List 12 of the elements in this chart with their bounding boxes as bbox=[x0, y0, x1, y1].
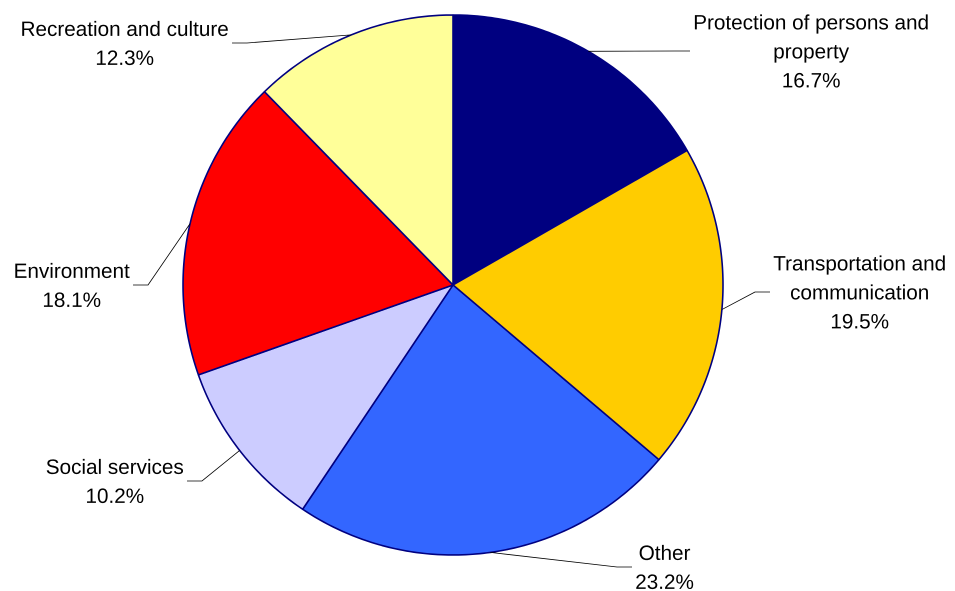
slice-label: Environment bbox=[15, 262, 130, 278]
slice-label: Protection of persons and property bbox=[694, 14, 928, 63]
slice-label: Social services bbox=[46, 458, 184, 474]
slice-label: Transportation and communication bbox=[774, 255, 945, 300]
data-label: 16.7% bbox=[783, 72, 840, 88]
data-label: 23.2% bbox=[636, 574, 694, 590]
data-label: 18.1% bbox=[44, 292, 100, 308]
slice-label: Recreation and culture bbox=[22, 20, 228, 36]
data-label: 19.5% bbox=[832, 314, 888, 329]
data-label: 12.3% bbox=[96, 50, 154, 66]
data-label: 10.2% bbox=[87, 488, 144, 504]
slice-label: Other bbox=[640, 544, 690, 560]
